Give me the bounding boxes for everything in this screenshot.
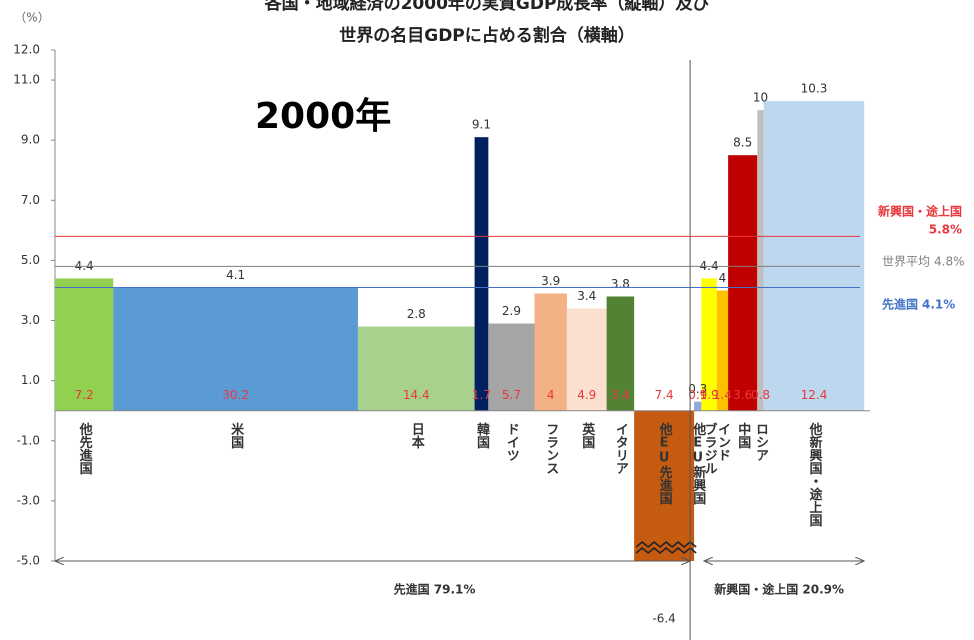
value-label: 8.5 [733,136,752,150]
value-label: -6.4 [652,612,675,626]
x-tick-label: 他EU先進国 [657,422,674,506]
x-tick-label: 米国 [228,422,244,450]
bar [757,110,764,411]
y-tick-label: 7.0 [21,193,40,207]
y-tick-label: 9.0 [21,133,40,147]
y-tick-label: 5.0 [21,253,40,267]
bar [488,323,535,411]
width-label: 7.4 [655,388,674,402]
reference-value: 5.8% [929,223,962,237]
group-label: 新興国・途上国 20.9% [714,582,844,597]
axis-break [635,541,697,554]
width-label: 0.8 [751,388,770,402]
width-label: 5.7 [502,388,521,402]
reference-name: 先進国 [882,297,918,312]
x-tick-label: 他EU新興国 [690,422,707,506]
bar [113,287,358,411]
value-label: 2.9 [502,304,521,318]
width-label: 30.2 [222,388,249,402]
bar [716,290,729,411]
value-label: 4.1 [226,268,245,282]
reference-name: 新興国・途上国 [878,204,962,219]
y-tick-label: -1.0 [17,433,40,447]
x-tick-label: 韓国 [474,422,490,450]
bar [357,326,475,411]
bar [634,410,695,561]
reference-value: 4.1% [922,298,955,312]
width-label: 1.9 [700,388,719,402]
width-label: 0.9 [688,388,707,402]
y-tick-label: 3.0 [21,313,40,327]
value-label: 3.8 [611,277,630,291]
width-label: 4.9 [577,388,596,402]
bar [534,293,567,411]
value-label: 4 [719,271,727,285]
y-tick-label: 12.0 [13,43,40,57]
bar [55,278,114,411]
x-tick-label: 他新興国・途上国 [806,422,823,528]
plot-area [55,101,865,561]
value-label: 9.1 [472,118,491,132]
bar [763,101,865,411]
width-label: 3.6 [733,388,752,402]
bar [728,155,758,411]
bar [566,308,607,411]
width-label: 4 [547,388,555,402]
x-tick-label: ロシア [753,423,768,462]
x-tick-label: 他先進国 [77,422,94,476]
group-label: 先進国 79.1% [394,582,476,597]
x-tick-label: フランス [543,423,558,475]
bar [701,278,717,411]
x-tick-label: イタリア [613,423,629,475]
value-label: 2.8 [407,307,426,321]
reference-name: 世界平均 [882,255,930,269]
bar [474,137,489,411]
y-unit: （%） [14,11,49,25]
x-tick-label: ブラジル [702,422,718,475]
reference-value: 4.8% [934,255,965,269]
width-label: 14.4 [403,388,430,402]
y-tick-label: 11.0 [13,73,40,87]
width-label: 3.4 [611,388,630,402]
x-tick-label: ドイツ [504,423,520,462]
width-label: 1.4 [713,388,732,402]
value-label: 10.3 [801,82,828,96]
x-tick-label: 日本 [409,423,425,450]
value-label: 0.3 [688,382,707,396]
x-tick-label: 英国 [579,422,596,450]
value-label: 3.9 [541,274,560,288]
x-tick-label: 中国 [735,422,751,450]
value-label: 3.4 [577,289,596,303]
width-label: 12.4 [801,388,828,402]
value-label: 10 [753,91,768,105]
width-label: 7.2 [75,388,94,402]
bar [694,401,702,411]
x-tick-label: インド [715,423,731,462]
bar [606,296,635,411]
annotation: 2000年 [255,96,391,137]
chart-title: 各国・地域経済の2000年の実質GDP成長率（縦軸）及び [264,0,710,14]
y-tick-label: -5.0 [17,554,40,568]
y-tick-label: 1.0 [21,373,40,387]
chart-subtitle: 世界の名目GDPに占める割合（横軸） [339,25,635,46]
y-tick-label: -3.0 [17,493,40,507]
width-label: 1.7 [472,388,491,402]
